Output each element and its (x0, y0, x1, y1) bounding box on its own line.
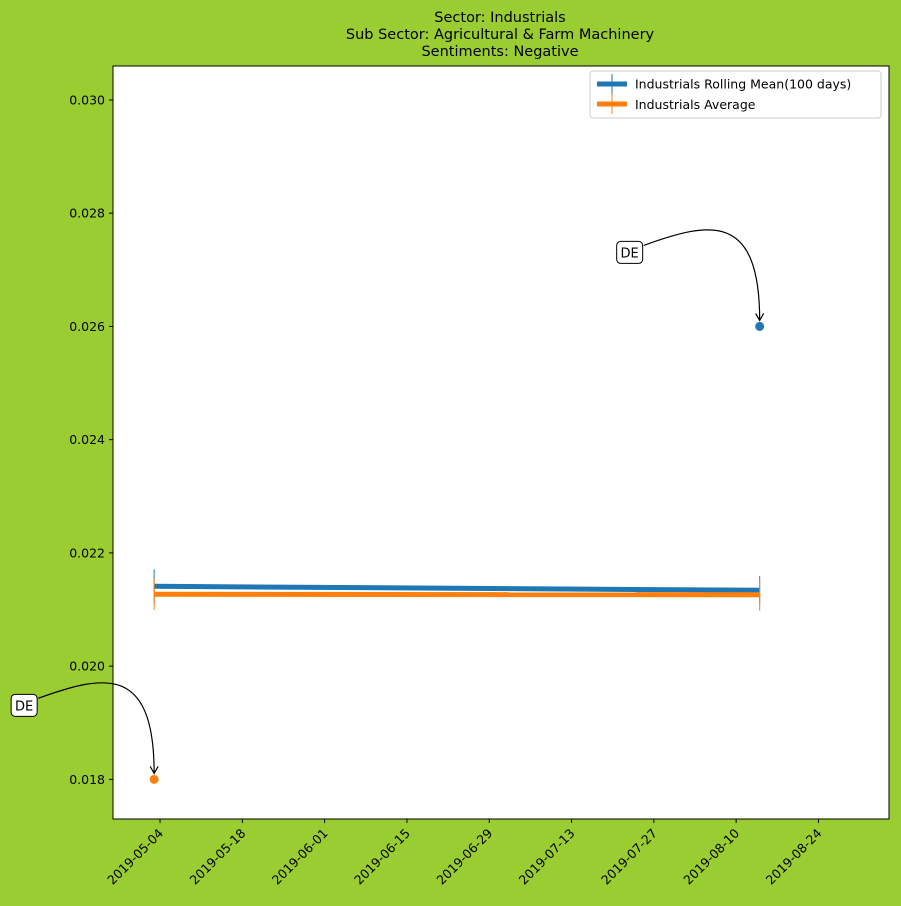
y-tick-label: 0.020 (69, 659, 105, 674)
y-tick-label: 0.018 (69, 772, 105, 787)
annotation-label: DE (621, 246, 639, 261)
annotation-box (616, 240, 644, 264)
annotation-arrow (643, 229, 765, 322)
annotations-layer: DE DE (10, 229, 765, 775)
x-tick-label: 2019-07-13 (516, 826, 578, 888)
series-line-0 (154, 583, 760, 593)
chart-title: Sector: Industrials Sub Sector: Agricult… (346, 10, 655, 60)
plot-area (112, 65, 890, 820)
y-tick-label: 0.028 (69, 206, 105, 221)
y-tick-label: 0.026 (69, 319, 105, 334)
x-tick-label: 2019-06-29 (433, 825, 495, 887)
annotation-box (10, 693, 38, 717)
x-tick-label: 2019-06-15 (351, 826, 413, 888)
title-line-2: Sub Sector: Agricultural & Farm Machiner… (346, 27, 655, 43)
annotation-label: DE (15, 699, 33, 714)
points-layer (149, 321, 765, 784)
title-line-3: Sentiments: Negative (421, 44, 578, 60)
x-axis: 2019-05-04 2019-05-18 2019-06-01 2019-06-15… (104, 819, 825, 888)
x-tick-label: 2019-05-18 (186, 825, 248, 887)
title-line-1: Sector: Industrials (434, 10, 565, 26)
y-tick-label: 0.022 (69, 545, 105, 560)
y-tick-label: 0.030 (69, 92, 105, 107)
series-line-1 (154, 591, 760, 598)
legend-label-rolling-mean: Industrials Rolling Mean(100 days) (635, 77, 851, 92)
y-tick-label: 0.024 (69, 432, 105, 447)
x-tick-label: 2019-08-24 (763, 825, 825, 887)
legend-label-average: Industrials Average (635, 97, 756, 112)
x-tick-label: 2019-08-10 (680, 825, 742, 887)
x-tick-label: 2019-06-01 (269, 826, 331, 888)
x-tick-label: 2019-05-04 (104, 825, 166, 887)
data-point-0 (755, 321, 765, 331)
legend-frame (589, 70, 882, 119)
y-axis: 0.018 0.020 0.022 0.024 0.026 0.028 0.030 (69, 92, 113, 787)
series-layer (153, 569, 761, 611)
x-tick-label: 2019-07-27 (598, 826, 660, 888)
annotation-arrow (37, 682, 159, 775)
legend: Industrials Rolling Mean(100 days) Indus… (589, 70, 882, 119)
data-point-1 (149, 774, 159, 784)
